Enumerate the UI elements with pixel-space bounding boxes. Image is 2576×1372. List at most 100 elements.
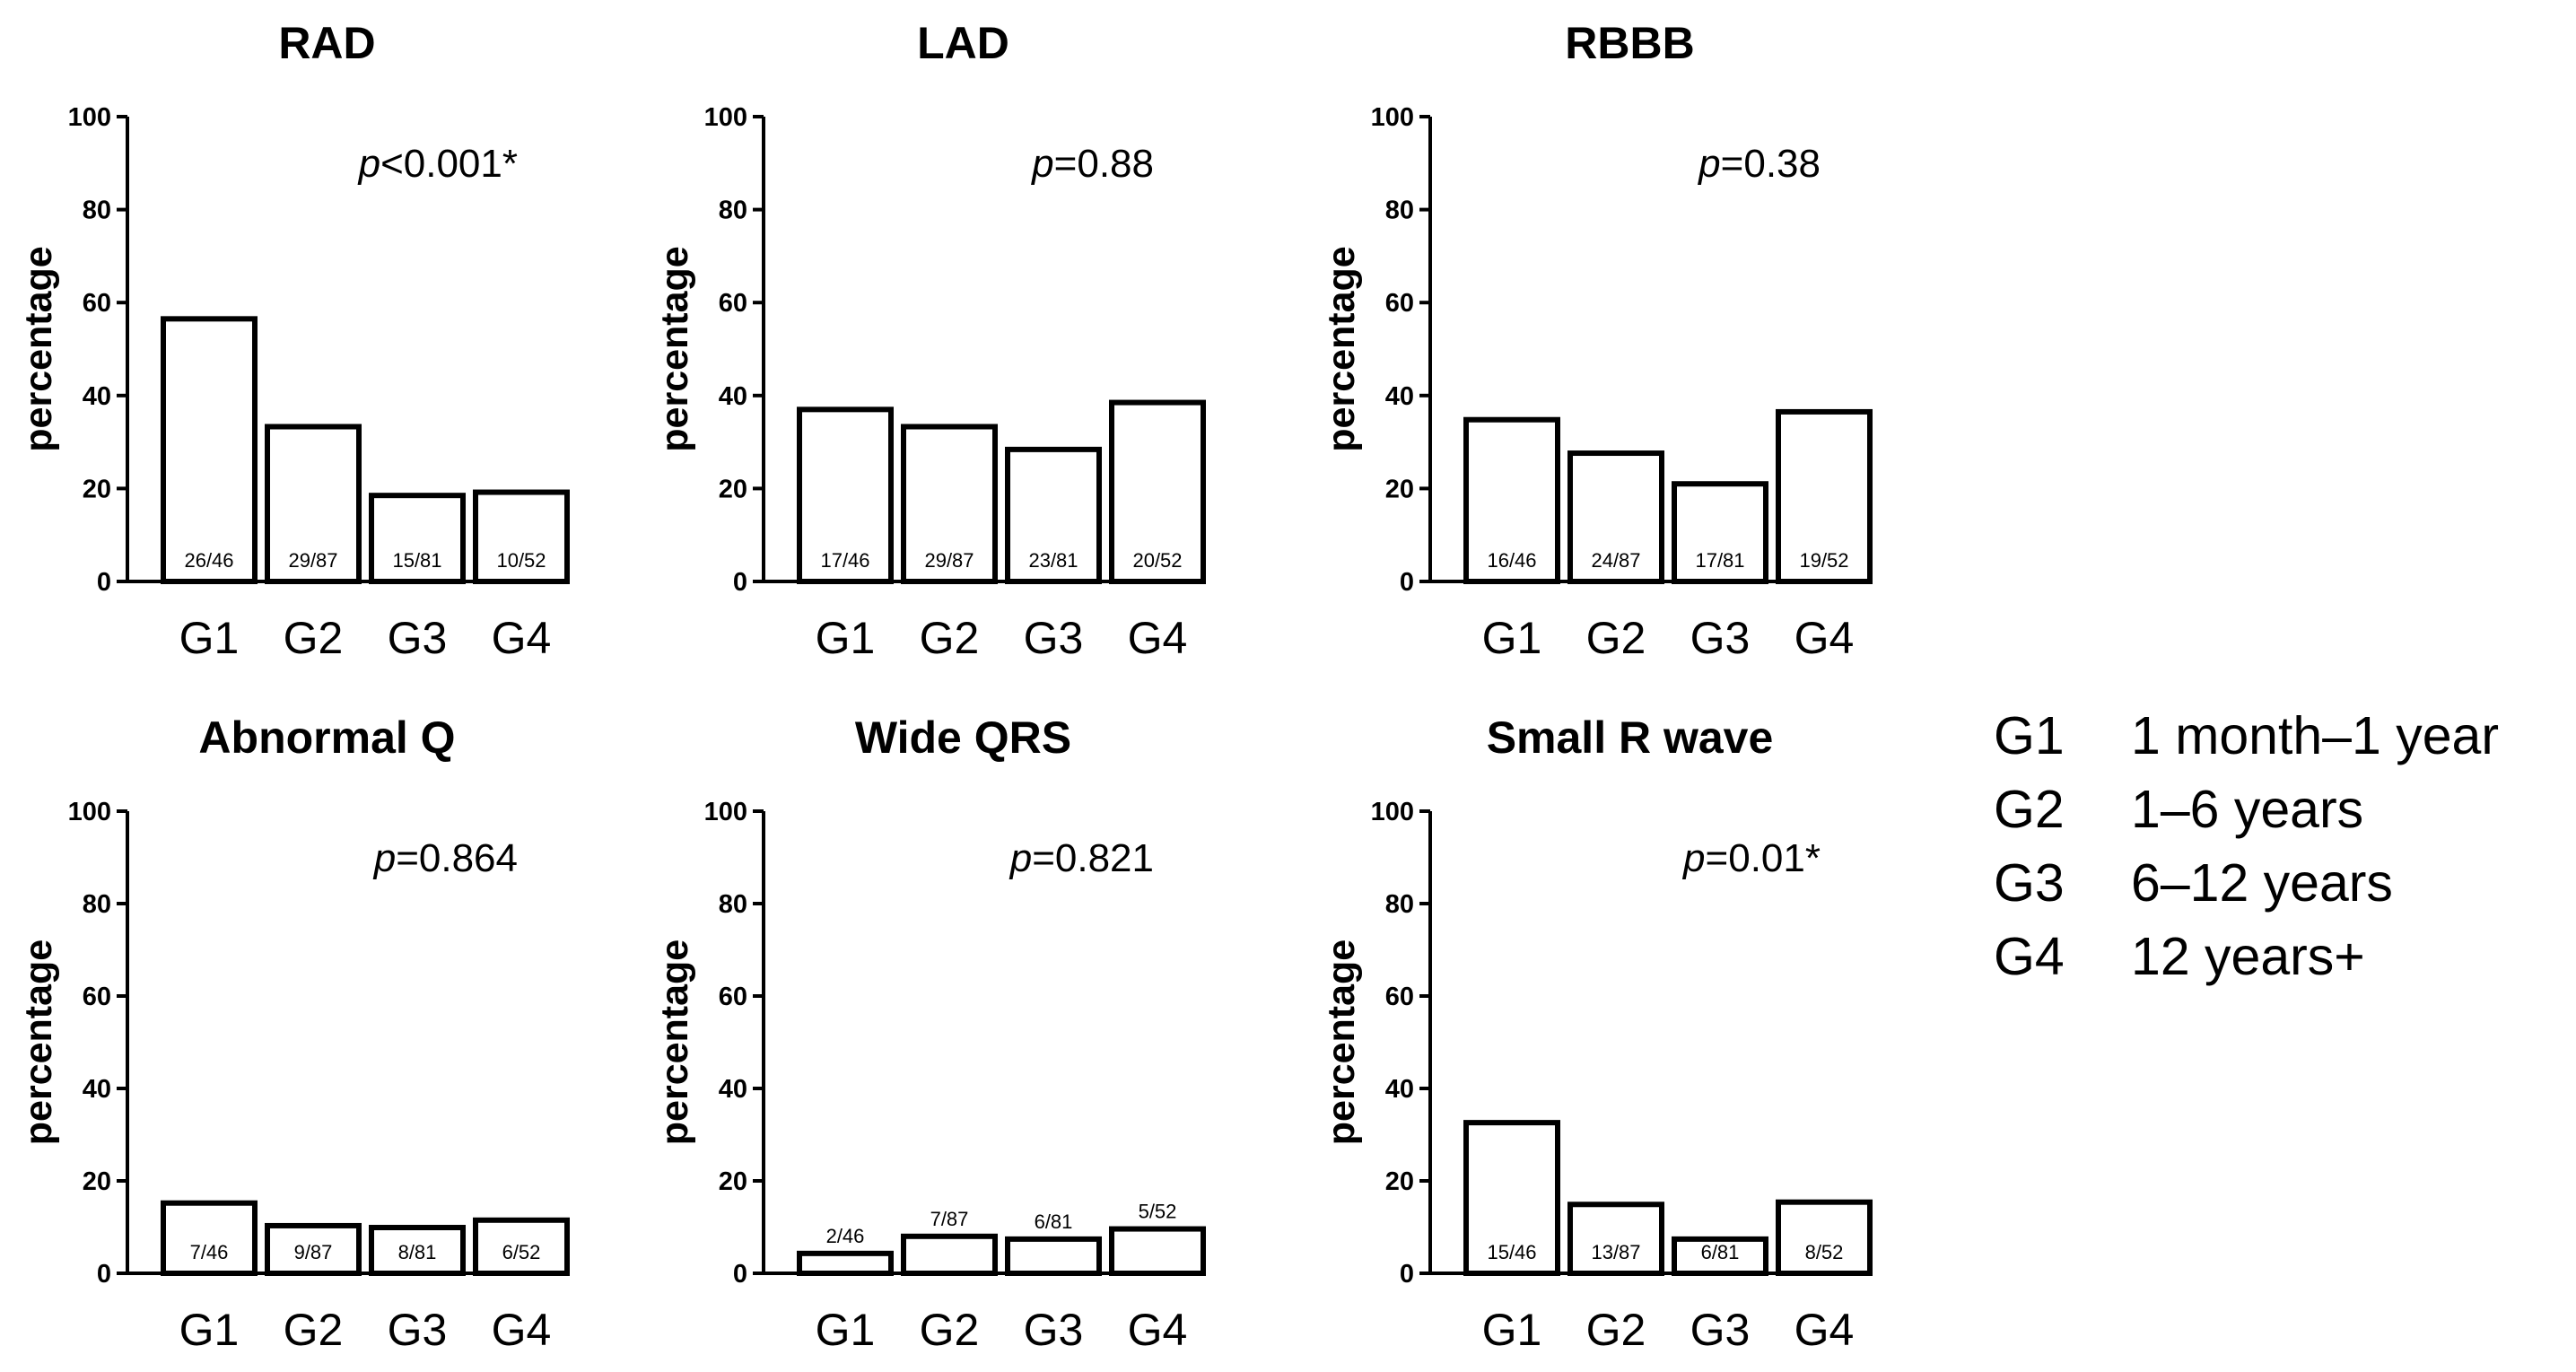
bar-label-rad-g2: 29/87 (288, 549, 337, 572)
x-tick-label-lad-g3: G3 (1024, 613, 1084, 663)
y-tick-label-abnormal-q-0: 0 (97, 1260, 111, 1289)
chart-title-wide-qrs: Wide QRS (855, 712, 1071, 763)
y-tick-label-rbbb-60: 60 (1385, 289, 1414, 318)
p-value-text-rbbb: =0.38 (1721, 142, 1821, 186)
y-tick-label-wide-qrs-20: 20 (719, 1167, 747, 1196)
bar-lad-g3 (1005, 446, 1102, 584)
p-value-text-small-r-wave: =0.01* (1706, 836, 1821, 880)
y-tick-label-wide-qrs-100: 100 (704, 798, 747, 826)
legend-label-g1: 1 month–1 year (2131, 706, 2499, 765)
legend-label-g2: 1–6 years (2131, 780, 2363, 839)
y-tick-label-lad-80: 80 (719, 197, 747, 225)
y-tick-label-wide-qrs-60: 60 (719, 983, 747, 1011)
p-value-text-wide-qrs: =0.821 (1032, 836, 1154, 880)
x-tick-label-small-r-wave-g3: G3 (1690, 1305, 1751, 1355)
bar-lad-g1 (797, 406, 894, 584)
y-tick-label-rad-100: 100 (68, 103, 111, 132)
bar-label-lad-g4: 20/52 (1132, 549, 1182, 572)
y-tick-label-small-r-wave-20: 20 (1385, 1167, 1414, 1196)
x-tick-label-small-r-wave-g4: G4 (1794, 1305, 1855, 1355)
x-tick-label-lad-g1: G1 (816, 613, 876, 663)
chart-rbbb: RBBB percentage 0 20 40 60 80 100 16/46 G1 24/87 G2… (1320, 18, 1873, 663)
chart-title-lad: LAD (917, 18, 1009, 68)
bar-label-rad-g1: 26/46 (184, 549, 233, 572)
bar-label-wide-qrs-g2: 7/87 (930, 1208, 969, 1230)
y-tick-label-lad-60: 60 (719, 289, 747, 318)
bar-label-small-r-wave-g4: 8/52 (1805, 1241, 1844, 1263)
legend-code-g4: G4 (1994, 927, 2065, 986)
bar-label-rbbb-g1: 16/46 (1487, 549, 1536, 572)
bar-rbbb-g2 (1567, 450, 1664, 585)
chart-title-rbbb: RBBB (1565, 18, 1694, 68)
bar-label-abnormal-q-g4: 6/52 (502, 1241, 541, 1263)
group-legend: G1 1 month–1 year G2 1–6 years G3 6–12 y… (1994, 706, 2499, 986)
y-tick-label-rbbb-0: 0 (1400, 568, 1414, 597)
chart-abnormal-q: Abnormal Q percentage 0 20 40 60 80 100 7/46 G1 9/… (17, 712, 570, 1355)
p-value-abnormal-q: p=0.864 (372, 836, 518, 880)
bar-abnormal-q-g1 (161, 1200, 258, 1276)
p-value-symbol-small-r-wave: p (1681, 836, 1705, 880)
x-tick-label-rad-g2: G2 (284, 613, 344, 663)
bar-rbbb-g1 (1463, 416, 1560, 584)
y-tick-label-rbbb-100: 100 (1371, 103, 1414, 132)
x-tick-label-rad-g3: G3 (388, 613, 448, 663)
y-tick-label-abnormal-q-60: 60 (83, 983, 111, 1011)
x-tick-label-lad-g2: G2 (920, 613, 980, 663)
y-tick-label-small-r-wave-80: 80 (1385, 890, 1414, 919)
p-value-lad: p=0.88 (1030, 142, 1154, 186)
x-tick-label-small-r-wave-g1: G1 (1482, 1305, 1542, 1355)
bar-lad-g2 (901, 424, 998, 585)
p-value-symbol-rbbb: p (1697, 142, 1720, 186)
y-axis-label-small-r-wave: percentage (1320, 939, 1363, 1145)
x-tick-label-abnormal-q-g1: G1 (179, 1305, 240, 1355)
y-tick-label-small-r-wave-0: 0 (1400, 1260, 1414, 1289)
x-tick-label-rad-g4: G4 (492, 613, 552, 663)
bar-wide-qrs-g1 (797, 1250, 894, 1276)
bar-label-rbbb-g3: 17/81 (1695, 549, 1744, 572)
bar-label-wide-qrs-g3: 6/81 (1035, 1210, 1073, 1233)
x-tick-label-wide-qrs-g4: G4 (1128, 1305, 1188, 1355)
y-tick-label-wide-qrs-40: 40 (719, 1075, 747, 1104)
legend-label-g4: 12 years+ (2131, 927, 2365, 986)
p-value-rbbb: p=0.38 (1697, 142, 1821, 186)
p-value-wide-qrs: p=0.821 (1009, 836, 1154, 880)
y-axis-label-wide-qrs: percentage (653, 939, 696, 1145)
y-tick-label-rad-80: 80 (83, 197, 111, 225)
x-tick-label-wide-qrs-g1: G1 (816, 1305, 876, 1355)
y-tick-label-lad-20: 20 (719, 475, 747, 503)
x-tick-label-rbbb-g3: G3 (1690, 613, 1751, 663)
x-tick-label-rbbb-g1: G1 (1482, 613, 1542, 663)
bar-label-small-r-wave-g3: 6/81 (1701, 1241, 1740, 1263)
legend-code-g2: G2 (1994, 780, 2065, 839)
bar-abnormal-q-g3 (369, 1225, 466, 1277)
bar-label-lad-g2: 29/87 (924, 549, 974, 572)
bar-label-rbbb-g2: 24/87 (1591, 549, 1640, 572)
x-tick-label-rbbb-g2: G2 (1586, 613, 1646, 663)
y-tick-label-wide-qrs-80: 80 (719, 890, 747, 919)
bar-small-r-wave-g2 (1567, 1202, 1664, 1277)
p-value-text-rad: <0.001* (380, 142, 518, 186)
y-tick-label-small-r-wave-100: 100 (1371, 798, 1414, 826)
bar-rad-g1 (161, 316, 258, 584)
bar-small-r-wave-g4 (1776, 1199, 1873, 1276)
bar-abnormal-q-g2 (265, 1222, 362, 1276)
chart-lad: LAD percentage 0 20 40 60 80 100 17/46 G1 29/87 G2 2… (653, 18, 1206, 663)
p-value-symbol-rad: p (357, 142, 380, 186)
legend-label-g3: 6–12 years (2131, 853, 2393, 913)
bar-small-r-wave-g1 (1463, 1120, 1560, 1276)
y-tick-label-lad-40: 40 (719, 382, 747, 411)
p-value-text-lad: =0.88 (1054, 142, 1154, 186)
y-tick-label-rad-20: 20 (83, 475, 111, 503)
y-tick-label-small-r-wave-60: 60 (1385, 983, 1414, 1011)
p-value-symbol-wide-qrs: p (1009, 836, 1032, 880)
bar-label-abnormal-q-g2: 9/87 (294, 1241, 333, 1263)
y-tick-label-rad-0: 0 (97, 568, 111, 597)
p-value-small-r-wave: p=0.01* (1681, 836, 1821, 880)
x-tick-label-small-r-wave-g2: G2 (1586, 1305, 1646, 1355)
bar-abnormal-q-g4 (473, 1217, 570, 1277)
y-tick-label-wide-qrs-0: 0 (733, 1260, 747, 1289)
bar-rbbb-g3 (1672, 481, 1768, 584)
y-tick-label-rbbb-80: 80 (1385, 197, 1414, 225)
x-tick-label-wide-qrs-g2: G2 (920, 1305, 980, 1355)
